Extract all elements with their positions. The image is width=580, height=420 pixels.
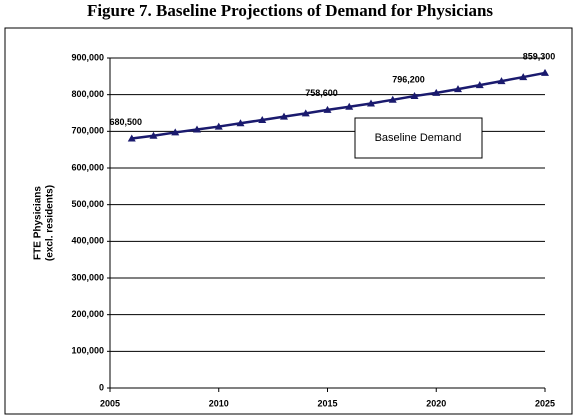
data-point <box>410 92 419 100</box>
data-point <box>475 81 484 89</box>
data-label: 680,500 <box>109 117 142 127</box>
data-point <box>193 125 201 133</box>
data-point <box>323 105 332 113</box>
data-point <box>171 128 180 136</box>
y-tick-label: 400,000 <box>71 236 104 246</box>
x-tick-label: 2025 <box>535 398 555 408</box>
data-point <box>258 115 267 123</box>
y-axis-label: FTE Physicians <box>33 186 44 260</box>
data-point <box>345 102 354 110</box>
chart-title: Figure 7. Baseline Projections of Demand… <box>87 1 493 20</box>
data-point <box>149 131 158 139</box>
data-label: 796,200 <box>392 74 425 84</box>
legend-box <box>354 117 483 159</box>
y-tick-label: 200,000 <box>71 309 104 319</box>
y-axis-label: (excl. residents) <box>45 185 56 261</box>
data-point <box>127 134 136 142</box>
y-tick-label: 800,000 <box>71 89 104 99</box>
y-tick-label: 700,000 <box>71 126 104 136</box>
y-tick-label: 600,000 <box>71 162 104 172</box>
data-point <box>432 88 441 96</box>
y-tick-label: 100,000 <box>71 346 104 356</box>
data-point <box>541 68 549 76</box>
chart-frame <box>4 27 573 415</box>
data-point <box>497 77 506 85</box>
data-point <box>367 99 375 107</box>
x-tick-label: 2020 <box>426 398 446 408</box>
data-point <box>388 95 397 103</box>
data-point <box>214 122 223 130</box>
y-tick-label: 500,000 <box>71 199 104 209</box>
data-point <box>519 73 528 81</box>
data-point <box>454 85 462 93</box>
data-point <box>280 112 288 120</box>
x-tick-label: 2010 <box>209 398 229 408</box>
data-point <box>301 109 310 117</box>
y-tick-label: 900,000 <box>71 52 104 62</box>
legend-label: Baseline Demand <box>375 132 462 144</box>
x-tick-label: 2015 <box>317 398 337 408</box>
y-tick-label: 0 <box>99 382 104 392</box>
data-label: 859,300 <box>523 51 556 61</box>
x-tick-label: 2005 <box>100 398 120 408</box>
y-tick-label: 300,000 <box>71 272 104 282</box>
series-line <box>131 71 546 140</box>
data-label: 758,600 <box>305 88 338 98</box>
data-point <box>236 119 245 127</box>
